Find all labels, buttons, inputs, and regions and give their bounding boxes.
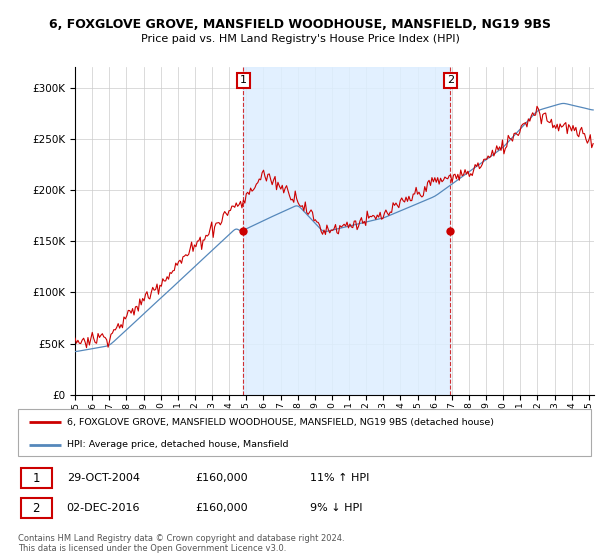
- FancyBboxPatch shape: [21, 468, 52, 488]
- Text: 9% ↓ HPI: 9% ↓ HPI: [310, 503, 363, 513]
- Text: 6, FOXGLOVE GROVE, MANSFIELD WOODHOUSE, MANSFIELD, NG19 9BS: 6, FOXGLOVE GROVE, MANSFIELD WOODHOUSE, …: [49, 18, 551, 31]
- Text: 02-DEC-2016: 02-DEC-2016: [67, 503, 140, 513]
- Text: 1: 1: [240, 76, 247, 85]
- Text: 2: 2: [32, 502, 40, 515]
- Text: £160,000: £160,000: [196, 503, 248, 513]
- Text: 29-OCT-2004: 29-OCT-2004: [67, 473, 140, 483]
- FancyBboxPatch shape: [18, 409, 591, 456]
- Text: HPI: Average price, detached house, Mansfield: HPI: Average price, detached house, Mans…: [67, 440, 288, 449]
- FancyBboxPatch shape: [21, 498, 52, 518]
- Bar: [244, 67, 451, 395]
- Text: Contains HM Land Registry data © Crown copyright and database right 2024.
This d: Contains HM Land Registry data © Crown c…: [18, 534, 344, 553]
- Text: 1: 1: [32, 472, 40, 484]
- Text: 2: 2: [447, 76, 454, 85]
- Text: Price paid vs. HM Land Registry's House Price Index (HPI): Price paid vs. HM Land Registry's House …: [140, 34, 460, 44]
- Text: 11% ↑ HPI: 11% ↑ HPI: [310, 473, 370, 483]
- Text: 6, FOXGLOVE GROVE, MANSFIELD WOODHOUSE, MANSFIELD, NG19 9BS (detached house): 6, FOXGLOVE GROVE, MANSFIELD WOODHOUSE, …: [67, 418, 494, 427]
- Text: £160,000: £160,000: [196, 473, 248, 483]
